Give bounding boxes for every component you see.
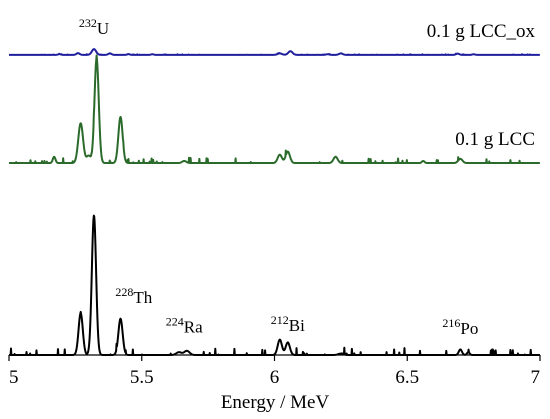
spectrum-series-1	[8, 48, 541, 56]
x-axis: 5 5.5 6 6.5 7	[8, 354, 541, 388]
series-label-1: 0.1 g LCC_ox	[427, 21, 536, 42]
peak-element-symbol: Th	[133, 288, 152, 307]
peak-label-u: 232U	[79, 16, 109, 38]
peak-label-ra: 224Ra	[166, 314, 203, 336]
x-tick-label: 6.5	[395, 367, 419, 388]
peak-label-bi: 212Bi	[271, 313, 305, 335]
x-tick-label: 5	[9, 367, 19, 388]
peak-label-po: 216Po	[442, 316, 478, 338]
spectrum-series-2	[8, 54, 541, 165]
peak-isotope-number: 232	[79, 16, 97, 30]
peak-annotations: 232U 228Th 224Ra 212Bi 216Po	[79, 16, 479, 338]
series-label-2: 0.1 g LCC	[455, 129, 535, 150]
peak-element-symbol: Po	[460, 319, 478, 338]
x-axis-title: Energy / MeV	[221, 392, 330, 413]
peak-isotope-number: 224	[166, 314, 184, 328]
trace-labels: 0.1 g LCC_ox 0.1 g LCC	[427, 21, 536, 150]
peak-element-symbol: U	[97, 19, 109, 38]
peak-element-symbol: Ra	[184, 317, 203, 336]
traces	[8, 48, 541, 356]
peak-label-th: 228Th	[115, 285, 152, 307]
peak-isotope-number: 228	[115, 285, 133, 299]
x-tick-label: 5.5	[130, 367, 154, 388]
peak-isotope-number: 212	[271, 313, 289, 327]
peak-element-symbol: Bi	[289, 316, 305, 335]
x-tick-label: 6	[270, 367, 280, 388]
peak-isotope-number: 216	[442, 316, 460, 330]
x-tick-label: 7	[531, 367, 541, 388]
